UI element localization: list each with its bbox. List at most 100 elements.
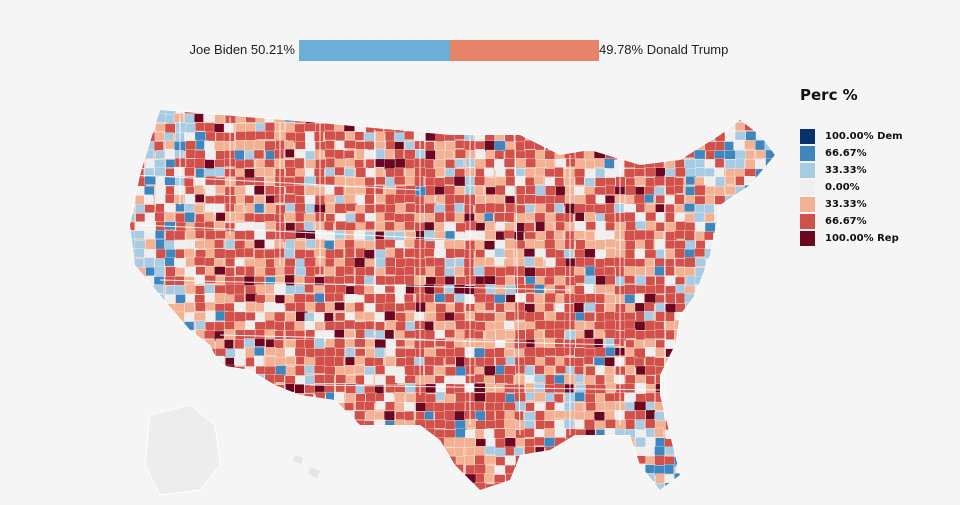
county-cell[interactable]	[624, 392, 636, 403]
county-cell[interactable]	[254, 249, 265, 260]
county-cell[interactable]	[225, 239, 236, 250]
county-cell[interactable]	[705, 392, 719, 403]
county-cell[interactable]	[204, 348, 216, 358]
county-cell[interactable]	[294, 464, 306, 476]
county-cell[interactable]	[545, 492, 556, 500]
county-cell[interactable]	[554, 177, 565, 187]
county-cell[interactable]	[724, 104, 735, 113]
county-cell[interactable]	[165, 320, 178, 331]
county-cell[interactable]	[774, 473, 785, 484]
county-cell[interactable]	[743, 105, 754, 115]
county-cell[interactable]	[205, 184, 216, 196]
county-cell[interactable]	[615, 294, 626, 304]
county-cell[interactable]	[613, 203, 625, 214]
county-cell[interactable]	[345, 177, 356, 187]
county-cell[interactable]	[256, 492, 266, 500]
county-cell[interactable]	[724, 437, 736, 446]
county-cell[interactable]	[625, 303, 637, 313]
county-cell[interactable]	[774, 348, 787, 358]
county-cell[interactable]	[724, 114, 737, 124]
county-cell[interactable]	[414, 465, 427, 474]
county-cell[interactable]	[414, 267, 428, 276]
county-cell[interactable]	[744, 429, 757, 440]
county-cell[interactable]	[374, 249, 387, 260]
county-cell[interactable]	[684, 392, 695, 401]
county-cell[interactable]	[755, 339, 766, 350]
county-cell[interactable]	[505, 311, 515, 323]
county-cell[interactable]	[545, 474, 556, 486]
county-cell[interactable]	[554, 410, 566, 419]
county-cell[interactable]	[425, 185, 436, 196]
county-cell[interactable]	[265, 185, 275, 195]
county-cell[interactable]	[174, 303, 185, 313]
county-cell[interactable]	[314, 149, 324, 160]
county-cell[interactable]	[424, 493, 433, 500]
county-cell[interactable]	[234, 311, 247, 323]
county-cell[interactable]	[344, 438, 355, 448]
county-cell[interactable]	[255, 463, 267, 473]
county-cell[interactable]	[574, 249, 585, 259]
county-cell[interactable]	[244, 221, 255, 231]
county-cell[interactable]	[663, 212, 675, 223]
county-cell[interactable]	[575, 113, 588, 124]
county-cell[interactable]	[704, 266, 715, 278]
county-cell[interactable]	[685, 473, 697, 484]
county-cell[interactable]	[305, 482, 316, 491]
county-cell[interactable]	[226, 492, 235, 500]
county-cell[interactable]	[133, 248, 145, 258]
county-cell[interactable]	[544, 292, 557, 303]
county-cell[interactable]	[294, 240, 306, 250]
county-cell[interactable]	[485, 257, 495, 266]
county-cell[interactable]	[735, 348, 748, 359]
county-cell[interactable]	[684, 104, 696, 115]
county-cell[interactable]	[204, 366, 214, 376]
county-cell[interactable]	[714, 267, 725, 277]
county-cell[interactable]	[134, 150, 146, 161]
county-cell[interactable]	[314, 302, 327, 313]
county-cell[interactable]	[185, 149, 196, 159]
county-cell[interactable]	[334, 203, 347, 214]
county-cell[interactable]	[364, 374, 374, 385]
county-cell[interactable]	[254, 203, 265, 214]
county-cell[interactable]	[474, 482, 487, 493]
county-cell[interactable]	[164, 392, 175, 402]
county-cell[interactable]	[315, 159, 326, 170]
county-cell[interactable]	[414, 212, 425, 224]
county-cell[interactable]	[525, 491, 536, 500]
county-cell[interactable]	[294, 203, 306, 214]
county-cell[interactable]	[135, 383, 146, 393]
county-cell[interactable]	[265, 429, 278, 440]
county-cell[interactable]	[754, 247, 765, 259]
county-cell[interactable]	[294, 275, 305, 287]
county-cell[interactable]	[574, 105, 585, 114]
county-cell[interactable]	[133, 374, 146, 385]
county-cell[interactable]	[734, 131, 746, 141]
county-cell[interactable]	[624, 132, 637, 144]
county-cell[interactable]	[334, 114, 345, 124]
county-cell[interactable]	[225, 104, 236, 114]
county-cell[interactable]	[754, 221, 765, 233]
county-cell[interactable]	[705, 428, 716, 437]
county-cell[interactable]	[614, 149, 625, 159]
county-cell[interactable]	[655, 284, 665, 294]
county-cell[interactable]	[223, 141, 234, 152]
county-cell[interactable]	[675, 464, 687, 474]
county-cell[interactable]	[765, 383, 776, 392]
county-cell[interactable]	[723, 474, 734, 486]
county-cell[interactable]	[214, 411, 225, 422]
county-cell[interactable]	[724, 150, 737, 160]
county-cell[interactable]	[285, 148, 295, 158]
county-cell[interactable]	[744, 203, 755, 213]
county-cell[interactable]	[645, 409, 656, 420]
county-cell[interactable]	[234, 464, 245, 476]
county-cell[interactable]	[534, 320, 547, 330]
county-cell[interactable]	[445, 420, 457, 430]
county-cell[interactable]	[593, 338, 604, 349]
county-cell[interactable]	[125, 195, 135, 205]
county-cell[interactable]	[754, 384, 766, 395]
county-cell[interactable]	[395, 338, 406, 347]
county-cell[interactable]	[424, 114, 436, 126]
county-cell[interactable]	[653, 123, 666, 135]
county-cell[interactable]	[574, 320, 585, 331]
county-cell[interactable]	[456, 493, 466, 500]
